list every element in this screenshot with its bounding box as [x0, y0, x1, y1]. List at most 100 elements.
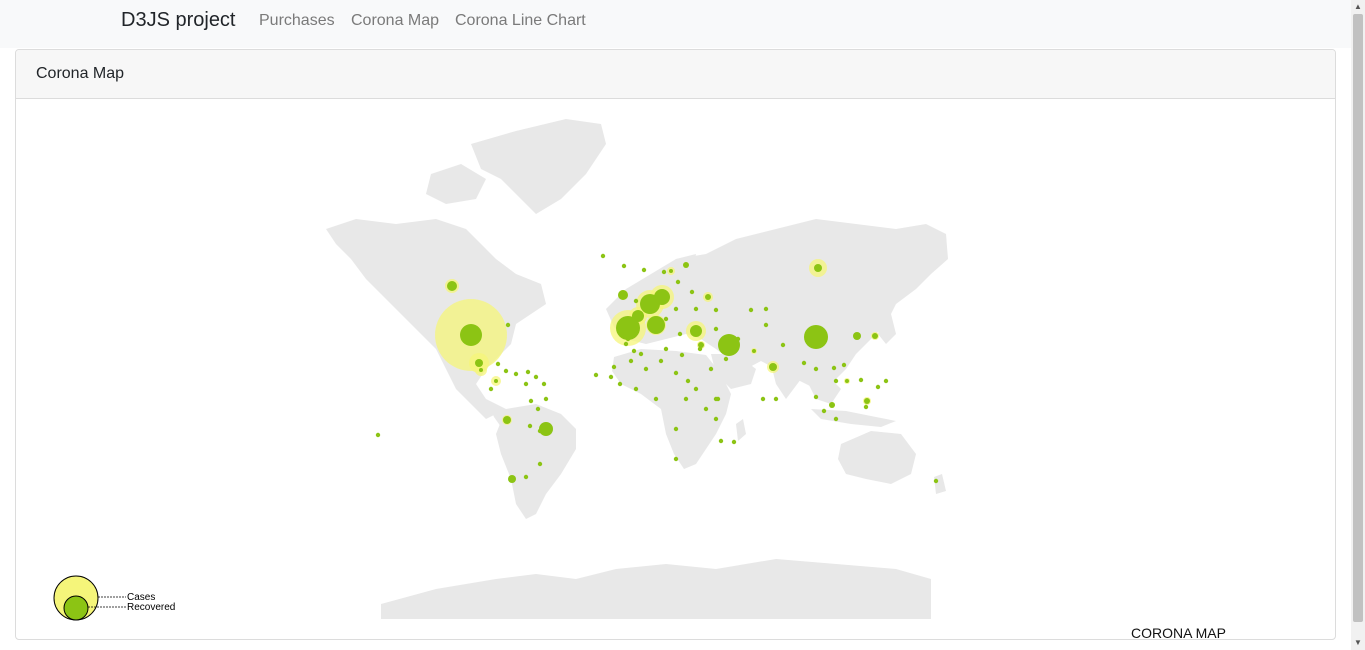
recovered-bubble — [833, 416, 839, 422]
recovered-bubble — [718, 334, 740, 356]
recovered-bubble — [523, 474, 529, 480]
recovered-bubble — [525, 369, 531, 375]
recovered-bubble — [705, 294, 711, 300]
recovered-bubble — [631, 348, 637, 354]
recovered-bubble — [641, 267, 647, 273]
recovered-bubble — [735, 336, 741, 342]
recovered-bubble — [679, 352, 685, 358]
recovered-bubble — [600, 253, 606, 259]
land-indonesia — [811, 409, 896, 427]
recovered-bubble — [804, 325, 828, 349]
land-arctic-islands — [426, 164, 486, 204]
land-africa — [612, 349, 731, 469]
recovered-bubble — [780, 342, 786, 348]
map-caption: CORONA MAP — [1131, 625, 1226, 640]
recovered-bubble — [658, 358, 664, 364]
nav-link-purchases[interactable]: Purchases — [259, 12, 335, 29]
land-japan — [878, 314, 896, 344]
land-greenland — [471, 119, 606, 214]
recovered-bubble — [513, 371, 519, 377]
recovered-bubble — [375, 432, 381, 438]
brand-link[interactable]: D3JS project — [121, 9, 236, 31]
recovered-bubble — [494, 379, 498, 383]
recovered-bubble — [675, 279, 681, 285]
recovered-bubble — [713, 326, 719, 332]
recovered-bubble — [858, 377, 864, 383]
recovered-bubble — [845, 379, 849, 383]
recovered-bubble — [543, 396, 549, 402]
recovered-bubble — [527, 423, 533, 429]
card-header: Corona Map — [16, 50, 1335, 99]
world-map-area: Cases Recovered CORONA MAP — [16, 99, 1335, 639]
recovered-bubble — [625, 336, 631, 342]
recovered-bubble — [875, 384, 881, 390]
recovered-bubble — [673, 370, 679, 376]
recovered-bubble — [673, 456, 679, 462]
recovered-bubble — [813, 394, 819, 400]
land-madagascar — [736, 419, 746, 441]
recovered-bubble — [541, 381, 547, 387]
recovered-bubble — [623, 341, 629, 347]
recovered-bubble — [683, 262, 689, 268]
recovered-bubble — [752, 349, 756, 353]
recovered-bubble — [763, 306, 769, 312]
navbar: D3JS project Purchases Corona Map Corona… — [0, 0, 1351, 48]
land-india — [771, 361, 801, 399]
land-australia — [838, 431, 916, 484]
bubbles-layer — [375, 253, 939, 484]
scrollbar[interactable]: ▲ ▼ — [1351, 0, 1365, 650]
scroll-down-icon[interactable]: ▼ — [1354, 638, 1362, 647]
recovered-bubble — [616, 316, 640, 340]
recovered-bubble — [633, 386, 639, 392]
recovered-bubble — [611, 364, 617, 370]
recovered-bubble — [523, 381, 529, 387]
recovered-bubble — [638, 351, 644, 357]
recovered-bubble — [537, 461, 543, 467]
recovered-bubble — [698, 342, 704, 348]
recovered-bubble — [661, 269, 667, 275]
recovered-bubble — [821, 408, 827, 414]
recovered-bubble — [503, 368, 509, 374]
land-north-america — [326, 219, 546, 419]
recovered-bubble — [654, 289, 670, 305]
legend-recovered-circle — [63, 595, 89, 621]
recovered-bubble — [528, 398, 534, 404]
recovered-bubble — [718, 438, 724, 444]
recovered-bubble — [690, 325, 702, 337]
recovered-bubble — [853, 332, 861, 340]
nav-link-corona-line-chart[interactable]: Corona Line Chart — [455, 12, 586, 29]
recovered-bubble — [608, 374, 614, 380]
land-masses — [326, 119, 948, 619]
recovered-bubble — [731, 439, 737, 445]
recovered-bubble — [533, 374, 539, 380]
scroll-up-icon[interactable]: ▲ — [1354, 2, 1362, 11]
recovered-bubble — [673, 306, 679, 312]
recovered-bubble — [535, 406, 541, 412]
recovered-bubble — [663, 316, 669, 322]
recovered-bubble — [697, 346, 703, 352]
recovered-bubble — [841, 362, 847, 368]
recovered-bubble — [723, 356, 729, 362]
recovered-bubble — [488, 386, 494, 392]
recovered-bubble — [475, 359, 483, 367]
recovered-bubble — [864, 398, 870, 404]
scroll-thumb[interactable] — [1353, 14, 1363, 622]
recovered-bubble — [495, 361, 501, 367]
recovered-bubble — [617, 381, 623, 387]
recovered-bubble — [447, 281, 457, 291]
recovered-bubble — [643, 366, 649, 372]
land-antarctica — [381, 559, 931, 619]
recovered-bubble — [673, 426, 679, 432]
nav-link-corona-map[interactable]: Corona Map — [351, 12, 440, 29]
recovered-bubble — [703, 406, 709, 412]
recovered-bubble — [633, 298, 639, 304]
recovered-bubble — [760, 396, 766, 402]
land-new-zealand — [934, 474, 946, 494]
recovered-bubble — [593, 372, 599, 378]
recovered-bubble — [715, 396, 721, 402]
recovered-bubble — [618, 290, 628, 300]
recovered-bubble — [628, 358, 634, 364]
recovered-bubble — [460, 324, 482, 346]
recovered-bubble — [813, 366, 819, 372]
recovered-bubble — [689, 289, 695, 295]
